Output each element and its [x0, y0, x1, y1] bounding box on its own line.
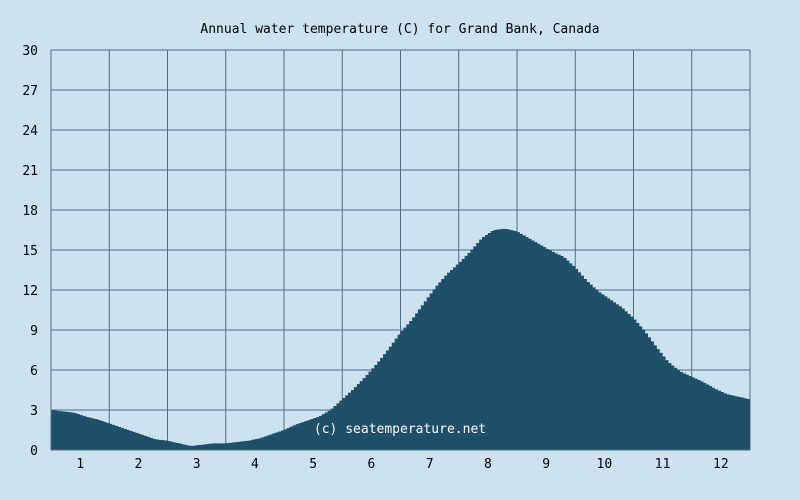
- series-area: [51, 228, 750, 450]
- y-tick-label: 24: [22, 124, 38, 139]
- axes: [50, 50, 750, 451]
- chart-title: Annual water temperature (C) for Grand B…: [200, 22, 599, 37]
- x-tick-label: 10: [597, 457, 613, 472]
- y-tick-label: 3: [30, 404, 38, 419]
- x-tick-label: 4: [251, 457, 259, 472]
- x-tick-label: 7: [426, 457, 434, 472]
- y-tick-label: 15: [22, 244, 38, 259]
- x-tick-label: 1: [76, 457, 84, 472]
- y-tick-label: 27: [22, 84, 38, 99]
- y-tick-label: 30: [22, 44, 38, 59]
- x-tick-label: 6: [367, 457, 375, 472]
- y-tick-label: 21: [22, 164, 38, 179]
- x-tick-label: 5: [309, 457, 317, 472]
- y-tick-label: 6: [30, 364, 38, 379]
- series-area-fill: [51, 228, 750, 450]
- x-tick-label: 9: [542, 457, 550, 472]
- x-tick-label: 3: [193, 457, 201, 472]
- watermark-text: (c) seatemperature.net: [314, 422, 486, 437]
- x-tick-label: 12: [713, 457, 729, 472]
- x-tick-label: 8: [484, 457, 492, 472]
- x-tick-label: 2: [134, 457, 142, 472]
- y-tick-label: 12: [22, 284, 38, 299]
- x-tick-label: 11: [655, 457, 671, 472]
- y-tick-label: 9: [30, 324, 38, 339]
- y-tick-label: 18: [22, 204, 38, 219]
- y-tick-label: 0: [30, 444, 38, 459]
